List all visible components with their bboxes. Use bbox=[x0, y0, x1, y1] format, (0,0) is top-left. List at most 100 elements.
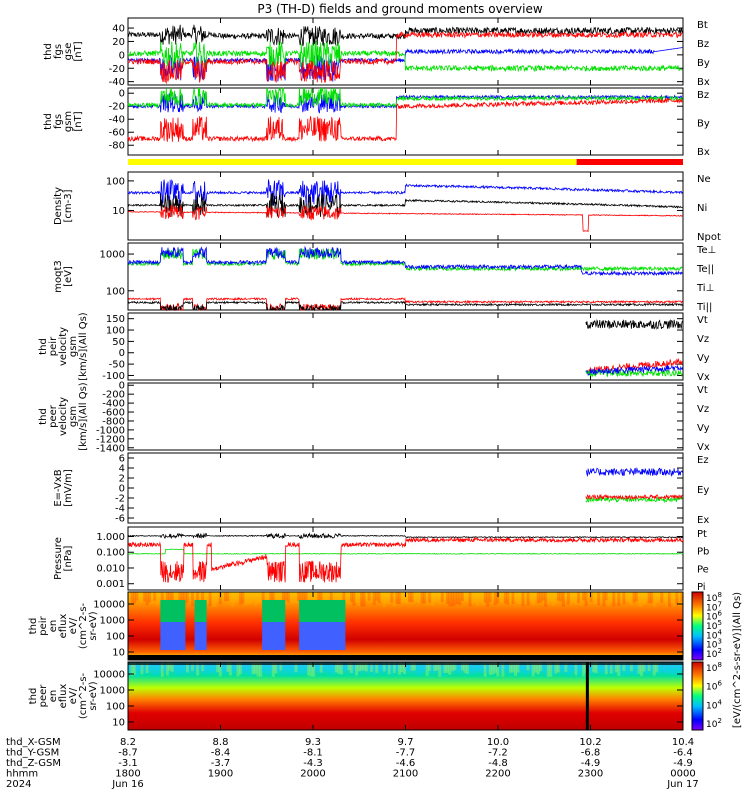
panel-peer-eflux-texture bbox=[236, 662, 240, 677]
panel-peer-eflux-texture bbox=[163, 662, 167, 673]
panel-density-ylabel-1: [cm-3] bbox=[63, 189, 74, 222]
xaxis-value: -4.9 bbox=[581, 758, 601, 769]
panel-peer-eflux-texture bbox=[402, 662, 406, 674]
panel-peir-velocity-ytick: 150 bbox=[106, 314, 125, 325]
xaxis-row-label-4: 2024 bbox=[6, 779, 31, 790]
panel-peer-eflux-texture bbox=[138, 662, 142, 672]
panel-peir-eflux-texture bbox=[279, 592, 283, 606]
colorbar-tick: 102 bbox=[706, 717, 722, 730]
panel-peer-eflux-texture bbox=[471, 662, 475, 672]
panel-peer-eflux-texture bbox=[544, 662, 548, 677]
colorbar-tick: 104 bbox=[706, 628, 722, 641]
panel-peir-eflux-texture bbox=[145, 592, 149, 606]
panel-peer-eflux-texture bbox=[327, 662, 331, 674]
panel-peir-eflux-texture bbox=[143, 592, 147, 602]
xaxis-row-label-0: thd_X-GSM bbox=[6, 737, 61, 748]
panel-peer-eflux-texture bbox=[128, 662, 132, 676]
panel-peir-eflux-texture bbox=[344, 592, 348, 604]
panel-peir-eflux-texture bbox=[339, 592, 343, 604]
panel-peer-eflux-texture bbox=[193, 662, 197, 671]
panel-peir-eflux-texture bbox=[251, 592, 255, 601]
panel-peer-eflux-texture bbox=[561, 662, 565, 674]
panel-peir-velocity-legend-Vy: Vy bbox=[697, 353, 710, 364]
panel-peir-eflux-texture bbox=[216, 592, 220, 601]
panel-peer-eflux-texture bbox=[599, 662, 603, 674]
panel-peir-eflux-texture bbox=[483, 592, 487, 603]
panel-peer-eflux-texture bbox=[546, 662, 550, 677]
panel-fgs-gse-legend-By: By bbox=[697, 58, 710, 69]
panel-peir-eflux-texture bbox=[579, 592, 583, 606]
panel-peer-eflux-texture bbox=[405, 662, 409, 672]
xaxis-value: 8.8 bbox=[213, 737, 229, 748]
panel-peer-eflux-texture bbox=[632, 662, 636, 675]
panel-peer-eflux-texture bbox=[254, 662, 258, 674]
panel-peer-eflux-texture bbox=[539, 662, 543, 672]
panel-peir-eflux-texture bbox=[458, 592, 462, 606]
panel-peir-eflux-texture bbox=[589, 592, 593, 602]
panel-peer-eflux-ylabel-3: eflux bbox=[58, 684, 69, 709]
panel-peer-eflux-texture bbox=[228, 662, 232, 676]
panel-peir-eflux-feature bbox=[262, 622, 286, 650]
panel-peer-eflux-texture bbox=[191, 662, 195, 671]
panel-peir-eflux-texture bbox=[478, 592, 482, 603]
xaxis-value: -8.1 bbox=[303, 748, 323, 759]
panel-peir-eflux-texture bbox=[481, 592, 485, 606]
panel-peir-eflux-texture bbox=[493, 592, 497, 606]
panel-fgs-gsm-ylabel-0: thd bbox=[43, 113, 54, 130]
panel-peer-eflux-texture bbox=[153, 662, 157, 676]
panel-peer-velocity-ytick: 0 bbox=[119, 381, 125, 392]
xaxis-row-label-1: thd_Y-GSM bbox=[6, 748, 59, 759]
panel-peir-eflux-texture bbox=[566, 592, 570, 605]
panel-peer-eflux-texture bbox=[440, 662, 444, 677]
colorbar-tick: 106 bbox=[706, 610, 722, 623]
panel-peir-eflux-texture bbox=[291, 592, 295, 604]
panel-peir-eflux-texture bbox=[607, 592, 611, 606]
panel-peer-eflux-texture bbox=[513, 662, 517, 676]
panel-fgs-gse-legend-Bx: Bx bbox=[697, 77, 710, 88]
panel-peer-eflux-texture bbox=[387, 662, 391, 675]
panel-peir-eflux-texture bbox=[239, 592, 243, 605]
panel-fgs-gse-bt bbox=[127, 24, 683, 47]
panel-peer-eflux-texture bbox=[592, 662, 596, 673]
panel-peir-eflux-texture bbox=[546, 592, 550, 605]
panel-peer-eflux-texture bbox=[582, 662, 586, 677]
panel-peer-eflux-texture bbox=[203, 662, 207, 674]
panel-peer-eflux-texture bbox=[478, 662, 482, 672]
panel-peer-eflux-spectrogram bbox=[128, 662, 683, 730]
xaxis-value: -4.6 bbox=[396, 758, 416, 769]
panel-peir-eflux-texture bbox=[236, 592, 240, 601]
panel-peer-eflux-texture bbox=[241, 662, 245, 674]
panel-peir-eflux-texture bbox=[155, 592, 159, 606]
panel-peir-eflux-texture bbox=[153, 592, 157, 601]
panel-peer-eflux-texture bbox=[443, 662, 447, 673]
panel-peer-eflux-texture bbox=[352, 662, 356, 676]
panel-peir-eflux-texture bbox=[559, 592, 563, 602]
panel-peir-eflux-texture bbox=[188, 592, 192, 602]
panel-peir-eflux-texture bbox=[180, 592, 184, 603]
xaxis-value: 1800 bbox=[115, 769, 140, 780]
panel-peer-eflux-texture bbox=[455, 662, 459, 674]
panel-peir-eflux-texture bbox=[297, 592, 301, 602]
panel-peir-eflux-texture bbox=[402, 592, 406, 603]
panel-peer-eflux-texture bbox=[511, 662, 515, 673]
panel-peir-eflux-texture bbox=[392, 592, 396, 607]
panel-peir-eflux-texture bbox=[569, 592, 573, 605]
panel-peir-eflux-texture bbox=[529, 592, 533, 602]
panel-peer-eflux-texture bbox=[302, 662, 306, 674]
panel-peir-eflux-texture bbox=[228, 592, 232, 601]
panel-peer-eflux-texture bbox=[342, 662, 346, 671]
panel-peir-eflux-texture bbox=[536, 592, 540, 604]
panel-peer-eflux-texture bbox=[410, 662, 414, 671]
xaxis-row-label-2: thd_Z-GSM bbox=[6, 758, 61, 769]
panel-peir-eflux-texture bbox=[284, 592, 288, 601]
panel-peir-eflux-ytick: 100 bbox=[106, 632, 125, 643]
panel-peir-eflux-texture bbox=[551, 592, 555, 606]
panel-peir-eflux-texture bbox=[385, 592, 389, 605]
panel-peir-eflux-texture bbox=[337, 592, 341, 602]
panel-temperature-tepar bbox=[127, 300, 683, 312]
panel-peer-eflux-texture bbox=[319, 662, 323, 673]
panel-efield-ytick: -4 bbox=[115, 504, 125, 515]
panel-peer-velocity-legend-Vz: Vz bbox=[697, 404, 709, 415]
panel-peer-eflux-texture bbox=[284, 662, 288, 671]
panel-peer-eflux-texture bbox=[339, 662, 343, 675]
